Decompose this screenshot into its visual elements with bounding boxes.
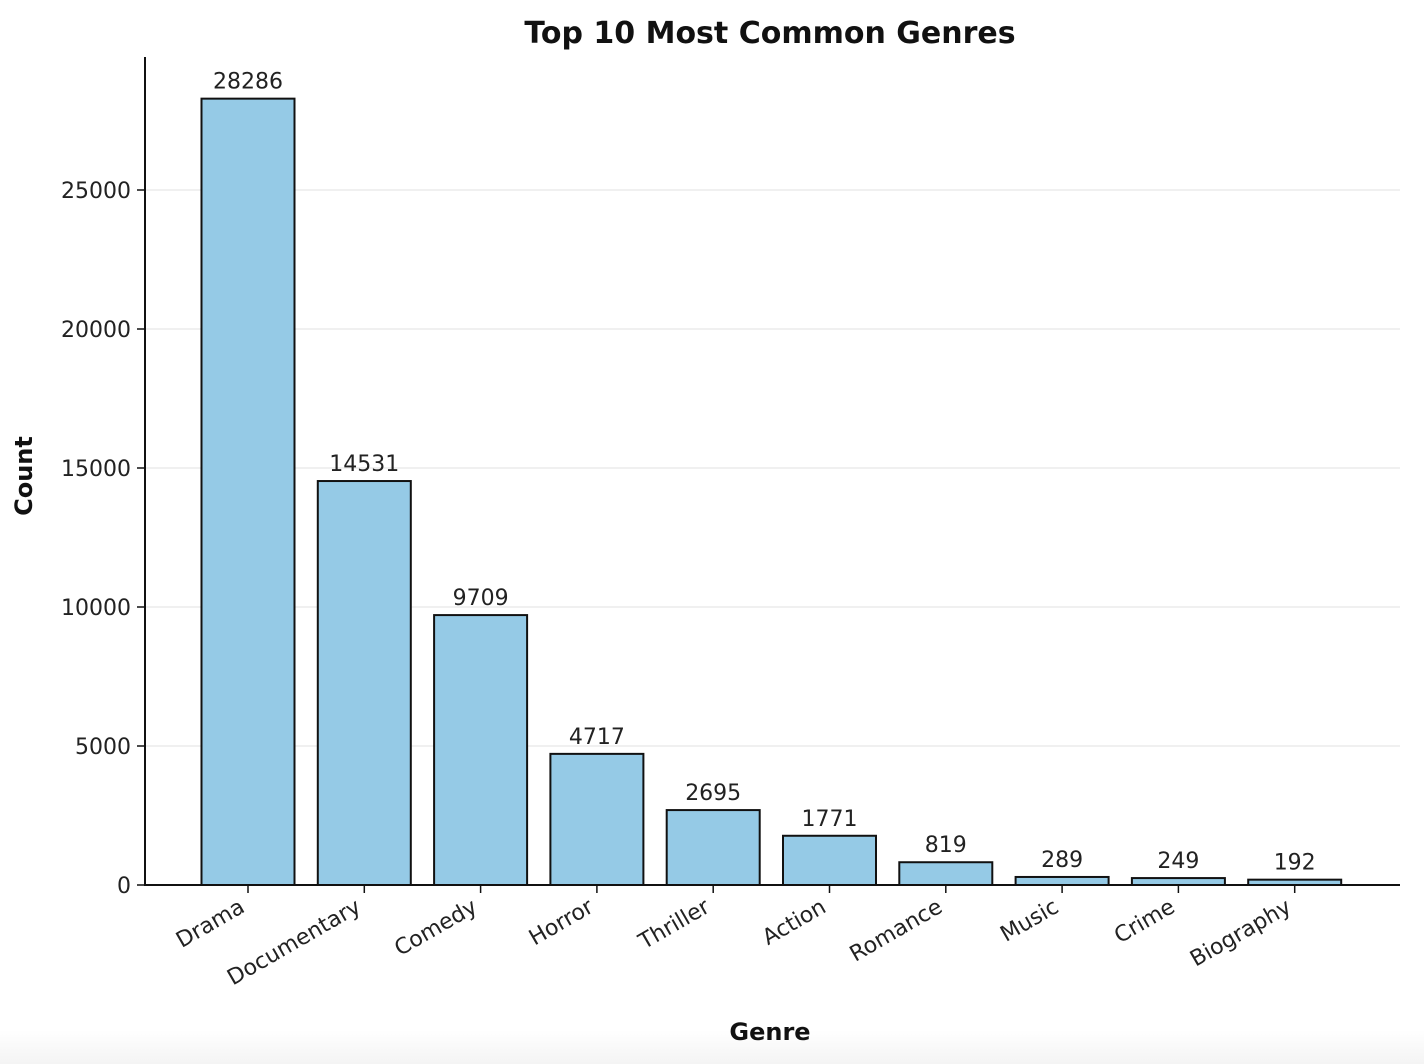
bars (200, 97, 1343, 887)
bar (433, 614, 529, 886)
data-label: 9709 (453, 586, 509, 611)
data-label: 249 (1157, 849, 1199, 874)
bar (549, 752, 645, 886)
data-label: 28286 (213, 70, 283, 95)
bar (316, 480, 412, 886)
x-tick-label: Music (996, 895, 1063, 948)
data-label: 289 (1041, 848, 1083, 873)
y-tick-label: 0 (117, 874, 131, 899)
bar (200, 97, 296, 887)
bar (665, 809, 761, 886)
data-label: 192 (1274, 851, 1316, 876)
y-tick-label: 5000 (75, 735, 131, 760)
x-tick-label: Biography (1186, 895, 1296, 973)
y-tick-label: 10000 (61, 596, 131, 621)
data-label: 819 (925, 833, 967, 858)
data-labels: 28286 14531 9709 4717 2695 1771 819 289 249 192 (213, 70, 1316, 876)
axes (144, 57, 1400, 886)
y-tick-label: 15000 (61, 457, 131, 482)
x-tick-label: Action (758, 895, 830, 951)
data-label: 4717 (569, 725, 625, 750)
x-tick-label: Comedy (390, 895, 481, 962)
x-tick-label: Horror (525, 894, 599, 951)
x-tick-label: Drama (172, 895, 249, 954)
y-tick-label: 25000 (61, 179, 131, 204)
bar (1014, 875, 1110, 887)
y-axis-label: Count (10, 436, 38, 516)
x-tick-label: Romance (846, 895, 947, 968)
x-axis-label: Genre (729, 1018, 810, 1046)
x-tick-label: Thriller (634, 894, 715, 955)
y-ticks: 0 5000 10000 15000 20000 25000 (61, 179, 145, 899)
data-label: 2695 (685, 781, 741, 806)
data-label: 1771 (802, 807, 858, 832)
data-label: 14531 (329, 452, 399, 477)
chart-title: Top 10 Most Common Genres (524, 16, 1015, 51)
bar (1130, 877, 1226, 887)
bar (782, 834, 877, 886)
bar (898, 861, 994, 887)
y-tick-label: 20000 (61, 318, 131, 343)
x-tick-label: Crime (1110, 895, 1179, 949)
